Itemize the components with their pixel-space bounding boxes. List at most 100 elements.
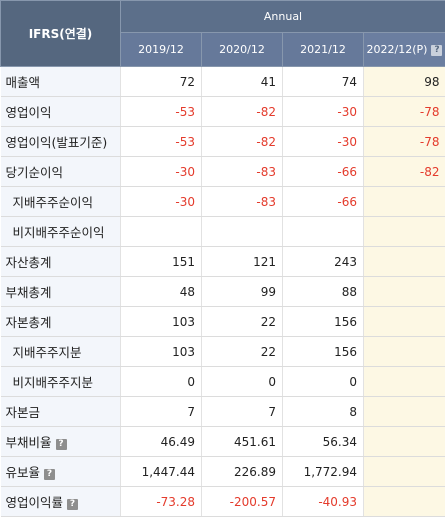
value-cell — [364, 397, 445, 427]
value-cell: 1,447.44 — [121, 457, 202, 487]
row-label[interactable]: 부채총계 — [1, 277, 121, 307]
value-cell: 41 — [202, 67, 283, 97]
value-cell: 243 — [283, 247, 364, 277]
row-label[interactable]: 매출액 — [1, 67, 121, 97]
projection-period-header: 2022/12(P)? — [364, 33, 445, 67]
table-row: 영업이익 -53-82-30-78 — [1, 97, 445, 127]
row-label-text: 영업이익 — [6, 105, 52, 120]
value-cell: -53 — [121, 127, 202, 157]
table-row: 영업이익률?-73.28-200.57-40.93 — [1, 487, 445, 517]
value-cell — [202, 217, 283, 247]
table-row: 영업이익(발표기준)-53-82-30-78 — [1, 127, 445, 157]
help-icon[interactable]: ? — [67, 499, 78, 510]
period-label: 2022/12(P) — [367, 43, 428, 56]
row-label-text: 영업이익(발표기준) — [6, 135, 108, 150]
row-label[interactable]: 영업이익(발표기준) — [1, 127, 121, 157]
value-cell — [364, 187, 445, 217]
value-cell: -82 — [202, 97, 283, 127]
help-icon[interactable]: ? — [431, 45, 442, 56]
value-cell: 1,772.94 — [283, 457, 364, 487]
value-cell: 7 — [202, 397, 283, 427]
value-cell — [364, 337, 445, 367]
value-cell: 48 — [121, 277, 202, 307]
row-label[interactable]: 영업이익률? — [1, 487, 121, 517]
value-cell: 156 — [283, 307, 364, 337]
value-cell: -53 — [121, 97, 202, 127]
value-cell — [121, 217, 202, 247]
value-cell: -66 — [283, 187, 364, 217]
row-label[interactable]: 당기순이익 — [1, 157, 121, 187]
value-cell — [364, 457, 445, 487]
value-cell: -78 — [364, 127, 445, 157]
value-cell: 88 — [283, 277, 364, 307]
value-cell: 98 — [364, 67, 445, 97]
value-cell — [364, 247, 445, 277]
accounting-standard-header: IFRS(연결) — [1, 1, 121, 67]
row-label-text: 지배주주지분 — [13, 345, 82, 360]
row-label-text: 자본금 — [6, 405, 41, 420]
value-cell: -200.57 — [202, 487, 283, 517]
period-header: 2020/12 — [202, 33, 283, 67]
help-icon[interactable]: ? — [56, 439, 67, 450]
row-label[interactable]: 유보율? — [1, 457, 121, 487]
row-label-text: 부채비율 — [6, 435, 52, 450]
value-cell: 156 — [283, 337, 364, 367]
value-cell: 0 — [202, 367, 283, 397]
help-icon[interactable]: ? — [44, 469, 55, 480]
value-cell: -30 — [283, 97, 364, 127]
value-cell: -73.28 — [121, 487, 202, 517]
value-cell: 46.49 — [121, 427, 202, 457]
row-label[interactable]: 자본총계 — [1, 307, 121, 337]
value-cell: 151 — [121, 247, 202, 277]
value-cell: -82 — [202, 127, 283, 157]
row-label-text: 부채총계 — [6, 285, 52, 300]
value-cell: 0 — [121, 367, 202, 397]
table-row: 비지배주주순이익 — [1, 217, 445, 247]
value-cell — [364, 217, 445, 247]
row-label[interactable]: 부채비율? — [1, 427, 121, 457]
value-cell: -30 — [121, 187, 202, 217]
value-cell: 72 — [121, 67, 202, 97]
value-cell — [364, 487, 445, 517]
row-label[interactable]: 영업이익 — [1, 97, 121, 127]
value-cell: 451.61 — [202, 427, 283, 457]
value-cell: -78 — [364, 97, 445, 127]
row-label[interactable]: 자산총계 — [1, 247, 121, 277]
row-label: 비지배주주지분 — [1, 367, 121, 397]
period-header: 2021/12 — [283, 33, 364, 67]
value-cell: 74 — [283, 67, 364, 97]
value-cell: -82 — [364, 157, 445, 187]
value-cell — [283, 217, 364, 247]
value-cell — [364, 427, 445, 457]
annual-group-header: Annual — [121, 1, 445, 33]
value-cell: 22 — [202, 337, 283, 367]
value-cell — [364, 307, 445, 337]
row-label-text: 자본총계 — [6, 315, 52, 330]
row-label: 비지배주주순이익 — [1, 217, 121, 247]
value-cell: 121 — [202, 247, 283, 277]
row-label-text: 비지배주주순이익 — [13, 225, 105, 240]
value-cell: -30 — [121, 157, 202, 187]
row-label-text: 비지배주주지분 — [13, 375, 94, 390]
period-header: 2019/12 — [121, 33, 202, 67]
row-label[interactable]: 자본금 — [1, 397, 121, 427]
value-cell: 226.89 — [202, 457, 283, 487]
value-cell: 0 — [283, 367, 364, 397]
value-cell: 7 — [121, 397, 202, 427]
value-cell: -40.93 — [283, 487, 364, 517]
table-row: 지배주주순이익-30-83-66 — [1, 187, 445, 217]
value-cell: 56.34 — [283, 427, 364, 457]
value-cell: 103 — [121, 337, 202, 367]
row-label: 지배주주지분 — [1, 337, 121, 367]
value-cell: -83 — [202, 157, 283, 187]
value-cell — [364, 367, 445, 397]
row-label-text: 유보율 — [6, 465, 41, 480]
row-label-text: 매출액 — [6, 75, 41, 90]
